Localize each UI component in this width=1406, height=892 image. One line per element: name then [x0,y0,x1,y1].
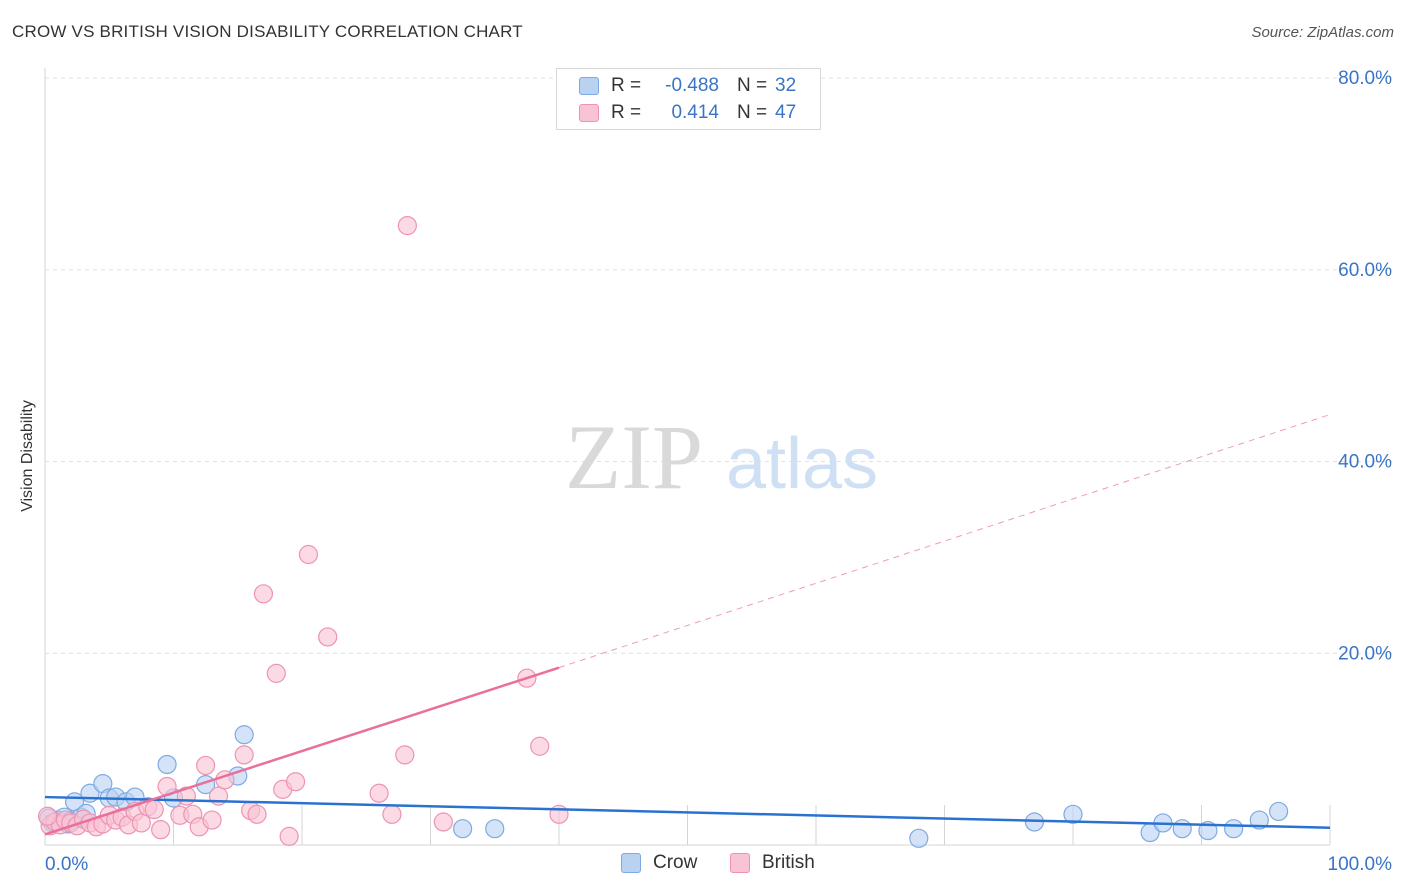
british-point [144,799,164,820]
legend-item-crow[interactable]: Crow [621,852,697,874]
crow-trend-line [44,795,1331,829]
british-point [298,544,319,565]
y-tick-label: 80.0% [1338,68,1392,89]
crow-point [1249,810,1269,830]
british-point [279,826,299,846]
crow-point [1063,804,1083,824]
british-point [318,627,338,647]
british-point [395,745,415,765]
crow-point [1268,801,1289,822]
crow-n-value: 32 [775,75,797,96]
british-swatch-icon [730,853,750,873]
watermark-atlas: atlas [726,424,878,504]
crow-point [485,819,505,839]
british-point [131,813,151,833]
chart-title: CROW VS BRITISH VISION DISABILITY CORREL… [12,22,523,41]
british-point [234,745,254,765]
legend-crow-label: Crow [653,852,698,873]
crow-point [1172,819,1192,839]
british-point [397,216,417,236]
source-label: Source: ZipAtlas.com [1251,24,1394,41]
stats-legend: R = -0.488 N = 32 R = 0.414 N = 47 [556,68,821,130]
tick-labels: 20.0% 40.0% 60.0% 80.0% 0.0% 100.0% [45,68,1392,875]
crow-swatch-icon [621,853,641,873]
r-label: R = [611,102,642,123]
british-trend-extension [558,414,1331,669]
x-tick-label: 0.0% [45,854,88,875]
british-point [530,736,550,756]
trend-layer [44,414,1331,836]
british-point [382,804,402,824]
british-r-value: 0.414 [671,102,719,123]
british-trend-line [44,666,560,836]
british-point [285,772,306,792]
legend-item-british[interactable]: British [730,852,815,874]
x-tick-label: 100.0% [1328,854,1393,875]
crow-swatch-icon [579,77,599,95]
grid-layer [45,77,1392,654]
british-point [247,804,267,824]
british-point [433,812,453,832]
british-point [151,820,171,840]
british-point [266,663,286,683]
british-point [196,755,216,776]
n-label: N = [737,102,768,123]
british-n-value: 47 [775,102,797,123]
british-swatch-icon [579,104,599,122]
british-point [253,584,274,604]
y-tick-label: 20.0% [1338,643,1392,664]
y-tick-label: 40.0% [1338,452,1392,473]
series-legend: Crow British [0,852,1406,876]
legend-british-label: British [762,852,815,873]
legend-row-crow: R = -0.488 N = 32 [579,75,796,97]
points-layer [37,216,1289,848]
crow-point [909,828,929,848]
british-point [369,783,389,803]
r-label: R = [611,75,642,96]
watermark: ZIP atlas [565,406,878,508]
watermark-zip: ZIP [565,406,703,508]
crow-point [453,819,473,839]
crow-r-value: -0.488 [665,75,719,96]
crow-point [1224,819,1244,839]
british-point [202,810,222,830]
legend-row-british: R = 0.414 N = 47 [579,102,796,124]
british-point [37,806,58,826]
n-label: N = [737,75,768,96]
crow-point [234,725,254,745]
y-tick-label: 60.0% [1338,260,1392,281]
crow-point [157,754,177,775]
